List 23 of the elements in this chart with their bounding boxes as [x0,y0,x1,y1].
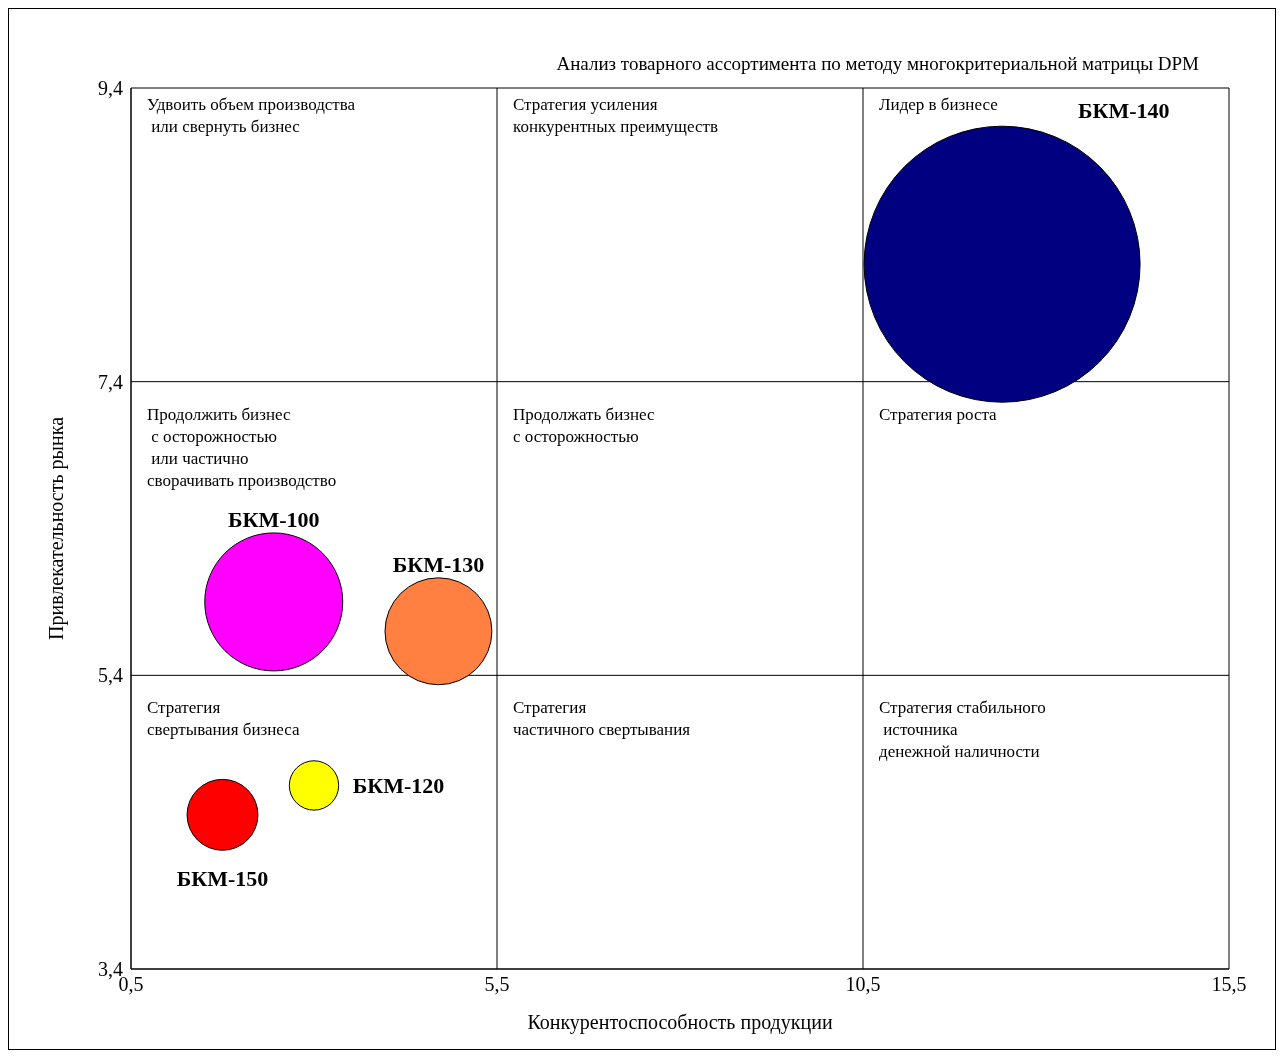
x-tick-label: 15,5 [1211,973,1247,996]
series-label: БКМ-130 [392,551,485,577]
annotation: Продолжать бизнес с осторожностью [513,403,655,448]
y-tick-label: 9,4 [98,77,123,100]
annotation: Стратегия роста [879,403,997,426]
y-tick-label: 7,4 [98,370,123,393]
series-label: БКМ-120 [352,773,445,799]
annotation: Стратегия стабильного источника денежной наличности [879,697,1046,764]
y-axis-title: Привлекательность рынка [45,416,69,641]
chart-title: Анализ товарного ассортимента по методу многокритериальной матрицы DPM [556,53,1199,75]
x-tick-label: 10,5 [845,973,881,996]
series-label: БКМ-140 [1077,98,1170,124]
annotation: Стратегия свертывания бизнеса [147,697,300,742]
annotation: Лидер в бизнесе [879,94,998,116]
x-axis-title: Конкурентоспособность продукции [527,1011,833,1034]
x-tick-label: 5,5 [484,973,510,996]
series-label: БКМ-100 [227,506,320,532]
series-label: БКМ-150 [176,866,269,892]
annotation: Стратегия частичного свертывания [513,697,691,742]
annotation: Стратегия усиления конкурентных преимуществ [513,94,718,138]
y-tick-label: 5,4 [98,664,123,687]
annotation: Продолжить бизнес с осторожностью или частично сворачивать производство [147,403,337,492]
annotation: Удвоить объем производства или свернуть бизнес [147,94,356,138]
